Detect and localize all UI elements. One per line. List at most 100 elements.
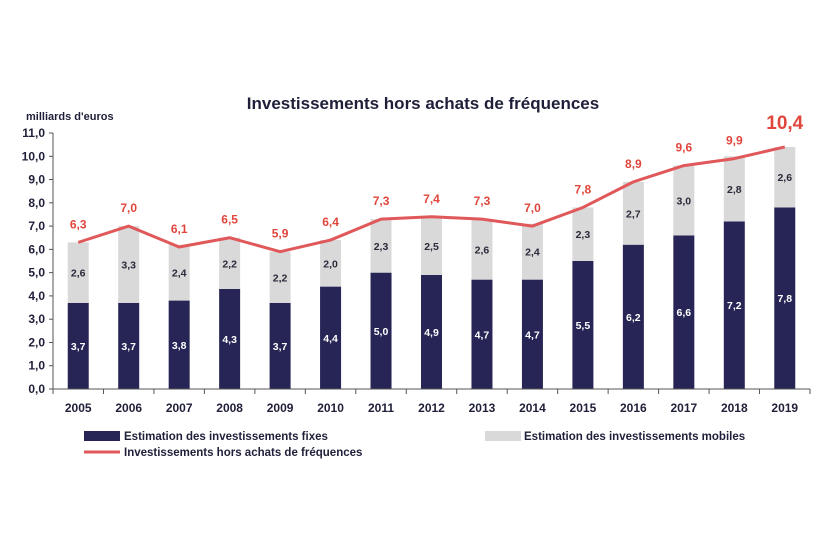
- bar-mobile: [421, 216, 442, 275]
- x-tick-label: 2006: [115, 401, 142, 415]
- x-tick-label: 2015: [570, 401, 597, 415]
- x-tick-label: 2013: [469, 401, 496, 415]
- y-tick-label: 2,0: [28, 335, 45, 349]
- bar-mobile: [471, 219, 493, 280]
- bar-mobile-label: 2,2: [222, 258, 237, 270]
- bar-fixed: [723, 221, 745, 389]
- total-line-label: 7,8: [575, 182, 592, 196]
- bar-mobile-label: 2,8: [727, 184, 742, 196]
- bar-mobile: [370, 219, 392, 273]
- bar-fixed: [168, 300, 190, 389]
- bar-fixed: [622, 244, 644, 389]
- total-line-group: 6,3 7,0 6,1 6,5 5,9 6,4 7,3 7,4 7,3 7,0 7,8 8,9 9,6 9…: [70, 113, 804, 254]
- x-axis: 2005 2006 2007 2008 2009 2010 2011 2012 2013 2014…: [52, 388, 811, 415]
- total-line-label: 5,9: [272, 227, 289, 241]
- chart-title: Investissements hors achats de fréquence…: [247, 94, 599, 113]
- bar-mobile-label: 2,5: [424, 241, 439, 253]
- total-line-label: 7,0: [524, 201, 541, 215]
- bar-fixed: [774, 207, 796, 389]
- bar-fixed: [219, 288, 241, 389]
- x-tick-label: 2019: [771, 401, 798, 415]
- legend-label-line: Investissements hors achats de fréquence…: [124, 447, 362, 459]
- bar-mobile: [572, 207, 594, 261]
- bar-fixed-label: 4,3: [222, 334, 237, 346]
- bar-mobile-label: 2,0: [323, 258, 338, 270]
- legend-label-fixed: Estimation des investissements fixes: [124, 431, 328, 443]
- bar-mobile-label: 2,6: [475, 244, 490, 256]
- y-tick-label: 9,0: [28, 173, 45, 187]
- bar-mobile: [521, 223, 543, 280]
- x-tick-label: 2014: [519, 401, 546, 415]
- bar-mobile-label: 2,4: [172, 268, 187, 280]
- x-tick-label: 2018: [721, 401, 748, 415]
- x-tick-label: 2005: [65, 401, 92, 415]
- bar-mobile: [118, 226, 140, 303]
- y-tick-label: 11,0: [22, 126, 45, 140]
- y-tick-label: 1,0: [28, 359, 45, 373]
- bar-fixed: [269, 302, 291, 389]
- y-tick-label: 10,0: [22, 149, 46, 163]
- bar-mobile: [269, 251, 291, 303]
- bar-fixed-label: 4,9: [424, 327, 439, 339]
- bar-fixed: [673, 235, 695, 389]
- x-tick-label: 2012: [418, 401, 445, 415]
- total-line-label: 10,4: [766, 113, 803, 134]
- y-tick-label: 5,0: [28, 266, 45, 280]
- bar-fixed-label: 4,4: [323, 333, 338, 345]
- bar-mobile-label: 2,4: [525, 247, 540, 259]
- bar-fixed-label: 5,0: [374, 326, 389, 338]
- y-tick-label: 6,0: [28, 242, 45, 256]
- y-axis-unit: milliards d'euros: [26, 111, 114, 123]
- bar-mobile: [774, 146, 796, 208]
- bar-fixed-label: 5,5: [576, 320, 591, 332]
- bar-fixed: [421, 274, 442, 389]
- bar-mobile: [723, 156, 745, 222]
- bar-fixed: [118, 302, 140, 389]
- total-line-label: 8,9: [625, 157, 642, 171]
- bar-mobile-label: 3,3: [121, 259, 136, 271]
- bar-mobile-label: 2,2: [273, 272, 288, 284]
- x-tick-label: 2017: [670, 401, 697, 415]
- bar-mobile: [622, 181, 644, 245]
- y-tick-label: 4,0: [28, 289, 45, 303]
- bar-fixed: [521, 279, 543, 389]
- y-tick-label: 3,0: [28, 312, 45, 326]
- bar-fixed-label: 6,6: [677, 307, 692, 319]
- legend-swatch-fixed: [84, 431, 120, 441]
- bar-fixed: [370, 272, 392, 389]
- bar-fixed: [471, 279, 493, 389]
- x-tick-label: 2011: [368, 401, 394, 415]
- bar-fixed-label: 7,8: [777, 293, 792, 305]
- bar-fixed-label: 3,7: [71, 341, 86, 353]
- y-tick-label: 8,0: [28, 196, 45, 210]
- bar-mobile: [168, 244, 190, 301]
- x-tick-label: 2009: [267, 401, 294, 415]
- total-line: [77, 145, 786, 254]
- bar-fixed-label: 3,7: [273, 341, 288, 353]
- y-tick-label: 7,0: [28, 219, 45, 233]
- bar-fixed-label: 3,7: [121, 341, 136, 353]
- bar-mobile-label: 2,3: [576, 229, 591, 241]
- bar-mobile: [673, 165, 695, 236]
- total-line-label: 7,3: [373, 194, 390, 208]
- y-axis: 0,0 1,0 2,0 3,0 4,0 5,0 6,0 7,0 8,0 9,0 10,0 11,0: [22, 126, 54, 396]
- total-line-label: 6,4: [322, 215, 339, 229]
- legend-swatch-mobile: [485, 431, 521, 441]
- bar-fixed-label: 6,2: [626, 312, 641, 324]
- bar-fixed-label: 7,2: [727, 300, 742, 312]
- y-tick-label: 0,0: [28, 382, 45, 396]
- bar-fixed-label: 4,7: [475, 329, 490, 341]
- bar-mobile-label: 2,6: [71, 268, 86, 280]
- bar-mobile-label: 2,7: [626, 208, 641, 220]
- total-line-label: 7,4: [423, 192, 440, 206]
- bar-mobile-label: 2,6: [777, 172, 792, 184]
- bar-fixed: [320, 286, 342, 389]
- bars-group: 3,7 2,6 3,7 3,3 3,8 2,4 4,3 2,2 3,7 2,2 4,4 2,0 5,0 2…: [67, 146, 796, 389]
- bar-mobile-label: 2,3: [374, 241, 389, 253]
- total-line-label: 6,5: [221, 213, 238, 227]
- bar-fixed-label: 4,7: [525, 329, 540, 341]
- bar-mobile: [320, 240, 342, 287]
- total-line-label: 9,6: [675, 141, 692, 155]
- total-line-label: 7,0: [120, 201, 137, 215]
- total-line-label: 6,1: [171, 222, 188, 236]
